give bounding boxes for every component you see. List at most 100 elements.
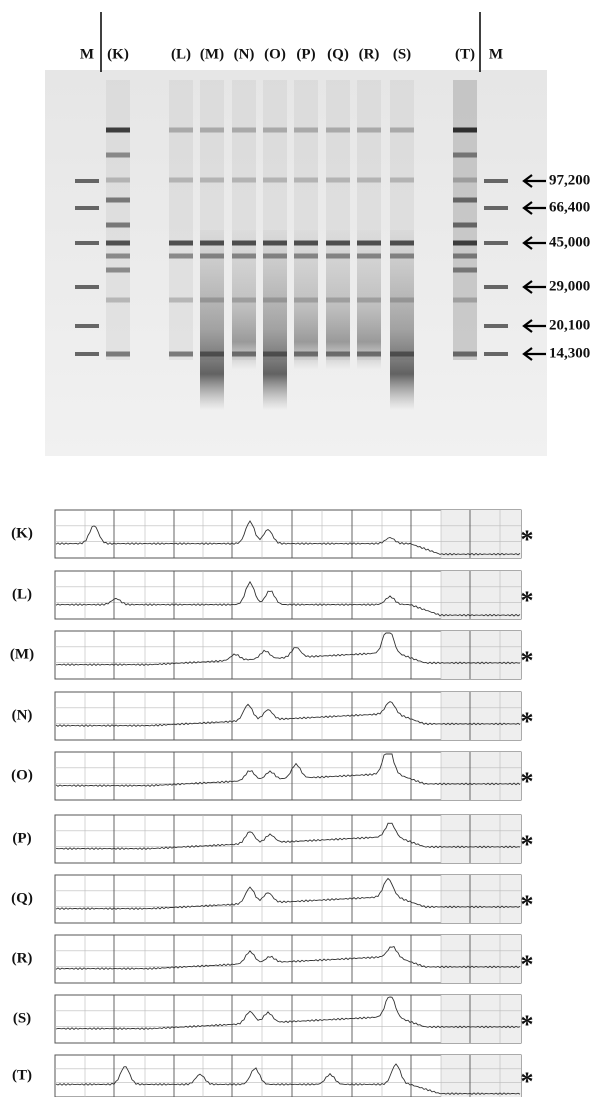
band	[453, 177, 477, 183]
band	[75, 285, 99, 289]
trace-shade	[441, 935, 521, 983]
band	[357, 253, 381, 259]
lane-label: (T)	[455, 46, 475, 62]
band	[75, 324, 99, 328]
band	[263, 127, 287, 133]
band	[484, 285, 508, 289]
band	[106, 197, 130, 203]
trace-line	[55, 822, 521, 850]
band	[106, 253, 130, 259]
smear	[200, 230, 224, 410]
trace-line	[55, 1063, 521, 1095]
band	[453, 267, 477, 273]
band	[232, 351, 256, 357]
trace-line	[55, 520, 521, 556]
trace-label: (O)	[11, 767, 33, 783]
arrow	[522, 201, 546, 215]
band	[484, 179, 508, 183]
lane-label: (K)	[107, 46, 129, 62]
trace-line	[55, 996, 521, 1030]
band	[357, 351, 381, 357]
trace-marker: *	[521, 767, 534, 796]
lane-label: (M)	[200, 46, 224, 62]
band	[453, 152, 477, 158]
lane-label: (P)	[296, 46, 315, 62]
trace-line	[55, 946, 521, 970]
band	[294, 297, 318, 303]
band	[106, 267, 130, 273]
band	[484, 352, 508, 356]
trace-shade	[441, 631, 521, 679]
band	[357, 297, 381, 303]
band	[453, 253, 477, 259]
band	[106, 127, 130, 133]
trace-marker: *	[521, 1010, 534, 1039]
band	[294, 127, 318, 133]
band	[484, 324, 508, 328]
band	[263, 297, 287, 303]
band	[75, 241, 99, 245]
band	[357, 177, 381, 183]
lane	[453, 80, 477, 360]
band	[294, 351, 318, 357]
arrow	[522, 319, 546, 333]
trace-label: (M)	[10, 646, 34, 662]
trace-line	[55, 580, 521, 617]
band	[390, 351, 414, 357]
marker-label: 20,100	[549, 317, 590, 333]
trace-label: (T)	[12, 1067, 32, 1083]
arrow	[522, 174, 546, 188]
band	[390, 297, 414, 303]
band	[453, 240, 477, 246]
trace-line	[55, 753, 521, 787]
band	[169, 240, 193, 246]
trace-marker: *	[521, 890, 534, 919]
lane-label: (Q)	[327, 46, 349, 62]
smear	[263, 230, 287, 410]
band	[75, 206, 99, 210]
band	[232, 177, 256, 183]
trace-marker: *	[521, 1067, 534, 1096]
band	[294, 240, 318, 246]
smear	[357, 230, 381, 370]
band	[453, 297, 477, 303]
trace-shade	[441, 875, 521, 923]
band	[294, 253, 318, 259]
trace-line	[55, 632, 521, 666]
trace-shade	[441, 692, 521, 740]
trace-label: (K)	[11, 525, 33, 541]
band	[357, 240, 381, 246]
trace-marker: *	[521, 646, 534, 675]
band	[106, 351, 130, 357]
lane	[169, 80, 193, 360]
band	[326, 297, 350, 303]
band	[484, 241, 508, 245]
band	[75, 352, 99, 356]
band	[106, 297, 130, 303]
trace-label: (R)	[12, 950, 33, 966]
trace-label: (S)	[13, 1010, 31, 1026]
marker-label: 66,400	[549, 199, 590, 215]
band	[326, 351, 350, 357]
arrow	[522, 347, 546, 361]
trace-marker: *	[521, 586, 534, 615]
band	[169, 351, 193, 357]
band	[200, 253, 224, 259]
trace-label: (Q)	[11, 890, 33, 906]
lane	[106, 80, 130, 360]
marker-label: 45,000	[549, 234, 590, 250]
trace-line	[55, 701, 521, 727]
trace-shade	[441, 510, 521, 558]
smear	[326, 230, 350, 370]
band	[200, 127, 224, 133]
lane-label: (L)	[171, 46, 191, 62]
band	[200, 240, 224, 246]
smear	[294, 230, 318, 370]
band	[106, 222, 130, 228]
lane-label: (S)	[393, 46, 411, 62]
band	[453, 197, 477, 203]
smear	[390, 230, 414, 410]
band	[453, 222, 477, 228]
band	[263, 177, 287, 183]
band	[390, 253, 414, 259]
